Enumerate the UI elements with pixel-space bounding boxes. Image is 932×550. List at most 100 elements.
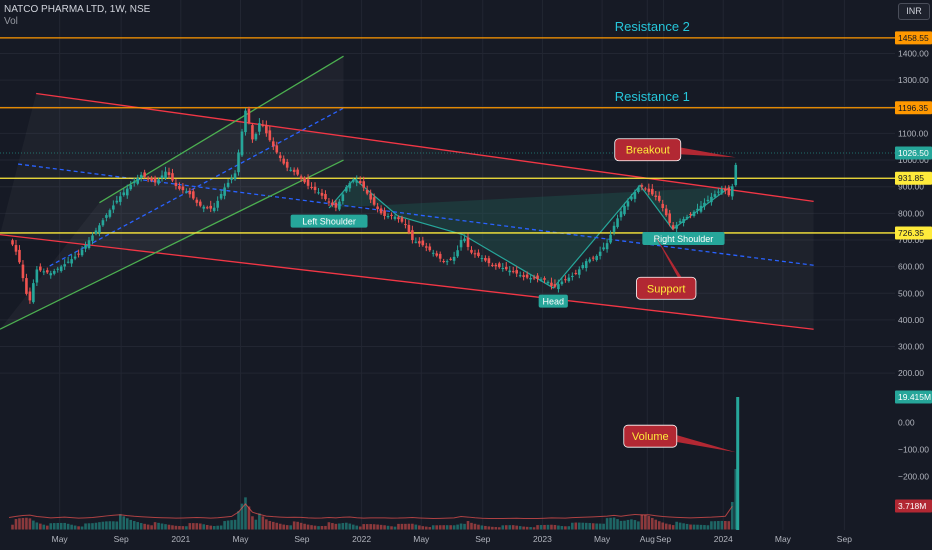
candle: [223, 183, 226, 200]
volume-bar: [574, 522, 578, 530]
candle-body: [275, 145, 279, 153]
volume-bar: [338, 523, 341, 530]
candle: [341, 191, 345, 205]
volume-bar: [358, 526, 362, 530]
candle: [598, 246, 602, 260]
candle-body: [546, 282, 550, 284]
candle-body: [626, 201, 630, 207]
candle: [320, 188, 324, 200]
candle: [581, 262, 585, 270]
volume-bar: [317, 526, 320, 530]
candle: [431, 249, 435, 257]
volume-bar: [685, 523, 689, 530]
grid-lines: [0, 0, 895, 530]
candle-body: [407, 224, 411, 233]
candle-body: [157, 179, 160, 184]
candle: [216, 196, 219, 212]
level-price-tag: 1196.35: [895, 101, 932, 115]
candle: [713, 190, 717, 199]
last-price-tag: 1026.50: [895, 146, 932, 160]
candle: [584, 258, 588, 272]
level-label: Resistance 2: [615, 19, 690, 34]
candle: [355, 175, 359, 187]
candle: [487, 255, 491, 267]
candle-body: [338, 201, 341, 210]
currency-button[interactable]: INR: [898, 3, 930, 20]
candle: [567, 273, 571, 283]
candle-body: [612, 225, 616, 232]
volume-bar: [35, 522, 39, 530]
time-tick-label: Sep: [656, 534, 671, 544]
level-price-tag-text: 931.85: [898, 173, 924, 183]
volume-bar: [226, 520, 230, 530]
candle-body: [456, 250, 459, 257]
candle-body: [577, 269, 581, 275]
rising-channel-lower: [0, 159, 344, 330]
candle-body: [418, 241, 421, 244]
candle: [84, 241, 87, 253]
candle: [358, 176, 362, 185]
candle-body: [567, 277, 571, 282]
candle-body: [445, 261, 449, 263]
candle-body: [661, 203, 665, 208]
candle: [435, 250, 439, 258]
candle: [689, 212, 692, 219]
candle: [595, 254, 598, 262]
volume-bar: [212, 526, 216, 530]
volume-bar: [70, 524, 73, 530]
candle: [730, 183, 734, 200]
candle: [317, 188, 320, 195]
volume-bar: [157, 522, 160, 530]
candle: [657, 191, 661, 203]
candle: [261, 120, 265, 128]
candle-body: [525, 274, 529, 278]
candle-body: [598, 251, 602, 256]
volume-bar: [230, 520, 233, 530]
candle-body: [522, 275, 525, 277]
volume-bar: [640, 514, 644, 530]
volume-bar: [125, 518, 129, 530]
volume-bar: [518, 526, 522, 530]
volume-bar: [703, 525, 706, 530]
volume-bar: [153, 522, 157, 530]
candle-body: [334, 202, 338, 208]
candle-body: [178, 186, 181, 189]
candle-body: [414, 241, 418, 243]
candle: [459, 235, 463, 251]
candle: [511, 266, 515, 274]
volume-bar: [247, 506, 251, 530]
candle: [271, 137, 275, 151]
volume-bar: [647, 516, 651, 530]
candle-body: [192, 191, 195, 199]
volume-bar: [692, 524, 696, 530]
volume-bar: [543, 524, 546, 530]
candle-body: [424, 246, 428, 248]
volume-bar: [463, 523, 466, 530]
candle-body: [379, 208, 383, 214]
callout: Breakout: [614, 138, 736, 162]
volume-bar: [581, 522, 585, 530]
candle: [205, 205, 209, 210]
candle-body: [584, 261, 588, 268]
volume-bar: [132, 521, 136, 530]
candle-body: [539, 279, 543, 281]
volume-bar: [696, 524, 699, 530]
candle: [605, 238, 609, 253]
volume-bar: [487, 526, 491, 530]
volume-bar: [657, 521, 661, 530]
volume-bar: [616, 519, 619, 530]
volume-bar: [313, 525, 317, 530]
candle-body: [261, 124, 265, 126]
candle: [706, 195, 710, 203]
candle: [498, 261, 501, 269]
volume-bar: [271, 521, 275, 530]
candle-body: [574, 272, 578, 274]
candle-body: [240, 131, 244, 156]
pattern-label-bg: [290, 214, 368, 228]
candle-body: [591, 257, 595, 259]
volume-bar: [84, 523, 87, 530]
candle: [18, 245, 21, 264]
candle: [94, 227, 98, 236]
volume-bar: [181, 526, 185, 530]
